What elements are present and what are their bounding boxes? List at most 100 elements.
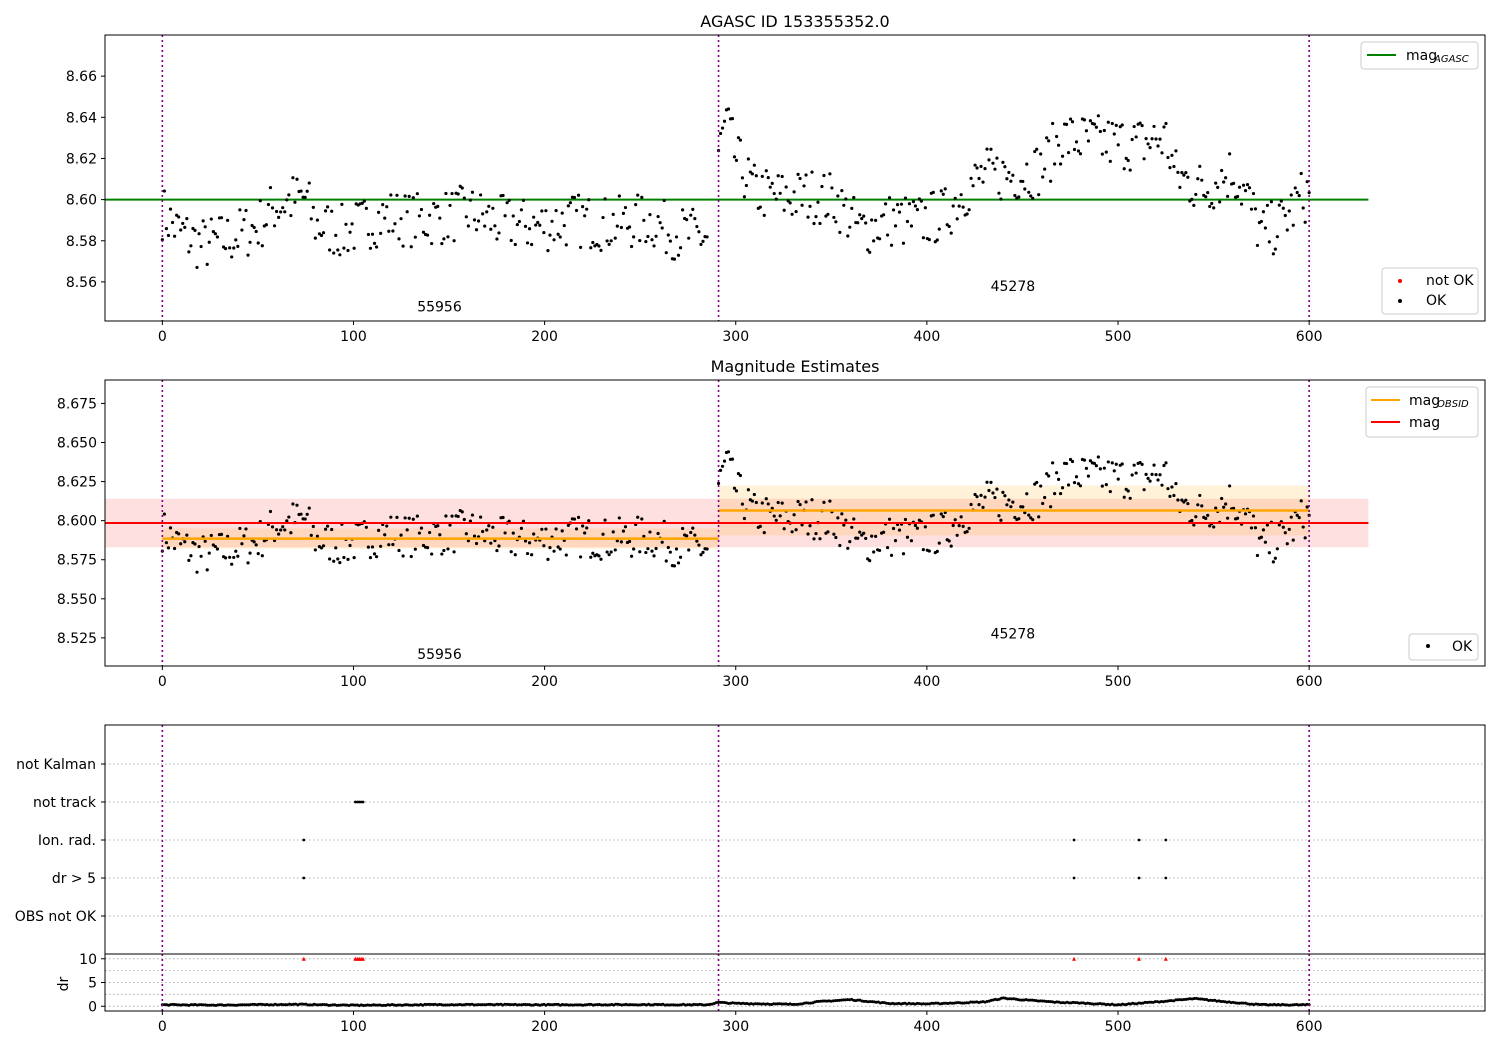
magnitude-point xyxy=(1200,178,1204,182)
magnitude-point xyxy=(374,555,379,559)
magnitude-point xyxy=(864,536,868,541)
magnitude-point xyxy=(1283,531,1287,535)
magnitude-point xyxy=(656,531,660,536)
magnitude-point xyxy=(1053,492,1057,496)
chart-title: AGASC ID 153355352.0 xyxy=(700,12,889,31)
magnitude-point xyxy=(750,172,754,176)
magnitude-point xyxy=(1142,157,1146,161)
magnitude-point xyxy=(1267,551,1271,555)
magnitude-point xyxy=(281,206,285,210)
magnitude-point xyxy=(540,527,544,531)
magnitude-point xyxy=(870,534,874,538)
magnitude-point xyxy=(246,253,250,257)
magnitude-point xyxy=(619,540,623,544)
magnitude-point xyxy=(1047,139,1051,143)
magnitude-point xyxy=(893,224,898,228)
magnitude-point xyxy=(495,237,499,241)
magnitude-point xyxy=(554,527,558,531)
magnitude-point xyxy=(1064,461,1069,466)
magnitude-point xyxy=(1204,516,1208,521)
magnitude-point xyxy=(804,173,808,177)
magnitude-point xyxy=(377,528,381,532)
magnitude-point xyxy=(848,540,852,544)
magnitude-point xyxy=(957,204,961,208)
magnitude-point xyxy=(1029,194,1033,198)
magnitude-point xyxy=(334,233,338,237)
magnitude-point xyxy=(1237,185,1242,189)
magnitude-point xyxy=(291,502,295,506)
magnitude-point xyxy=(1146,142,1150,146)
category-label: OBS not OK xyxy=(15,909,97,925)
dr-clipped-marker xyxy=(1163,956,1168,961)
magnitude-point xyxy=(576,515,581,519)
magnitude-point xyxy=(562,223,566,228)
magnitude-point xyxy=(774,197,778,201)
magnitude-point xyxy=(385,524,389,528)
magnitude-point xyxy=(891,208,896,212)
magnitude-point xyxy=(1168,494,1172,498)
category-label: not track xyxy=(33,795,97,811)
magnitude-point xyxy=(889,243,894,247)
magnitude-point xyxy=(1076,482,1081,486)
magnitude-point xyxy=(597,554,601,558)
x-tick-label: 600 xyxy=(1296,674,1323,690)
magnitude-point xyxy=(1220,168,1224,173)
magnitude-point xyxy=(536,220,540,225)
magnitude-point xyxy=(409,245,413,249)
magnitude-point xyxy=(893,538,898,543)
magnitude-point xyxy=(268,509,273,514)
y-tick-label: 8.525 xyxy=(57,631,97,647)
magnitude-point xyxy=(738,138,743,142)
legend-label: OK xyxy=(1426,293,1447,309)
magnitude-point xyxy=(1285,542,1289,546)
magnitude-point xyxy=(519,526,524,531)
magnitude-point xyxy=(927,549,931,553)
x-tick-label: 400 xyxy=(914,329,941,345)
magnitude-point xyxy=(701,239,705,243)
magnitude-point xyxy=(676,561,681,565)
flag-point xyxy=(1164,838,1168,842)
magnitude-point xyxy=(1078,152,1083,156)
magnitude-point xyxy=(248,551,252,555)
magnitude-point xyxy=(834,220,838,224)
axes-frame xyxy=(104,379,1486,667)
magnitude-point xyxy=(941,192,945,196)
magnitude-point xyxy=(287,193,291,197)
magnitude-point xyxy=(1194,515,1198,519)
magnitude-point xyxy=(965,530,969,534)
magnitude-point xyxy=(1206,513,1210,517)
magnitude-point xyxy=(1259,219,1264,224)
magnitude-point xyxy=(961,524,965,528)
category-label: dr > 5 xyxy=(52,871,96,887)
magnitude-point xyxy=(1043,495,1047,500)
magnitude-point xyxy=(1005,177,1009,181)
magnitude-point xyxy=(1138,121,1142,125)
magnitude-point xyxy=(283,528,287,532)
magnitude-point xyxy=(572,517,577,521)
magnitude-point xyxy=(464,532,468,536)
magnitude-point xyxy=(1212,525,1216,529)
x-tick-label: 400 xyxy=(914,674,941,690)
magnitude-point xyxy=(881,213,886,217)
magnitude-point xyxy=(548,233,552,237)
magnitude-point xyxy=(800,203,804,207)
magnitude-point xyxy=(185,533,189,537)
magnitude-point xyxy=(532,532,536,536)
magnitude-point xyxy=(1070,120,1075,124)
magnitude-point xyxy=(1174,149,1178,153)
magnitude-point xyxy=(599,248,603,253)
magnitude-point xyxy=(678,555,683,559)
magnitude-point xyxy=(1243,512,1248,516)
magnitude-point xyxy=(796,172,800,176)
magnitude-point xyxy=(1088,119,1093,123)
magnitude-point xyxy=(215,235,220,239)
magnitude-point xyxy=(401,244,405,248)
magnitude-point xyxy=(872,550,876,554)
magnitude-point xyxy=(207,240,211,244)
magnitude-point xyxy=(319,546,324,550)
dr-axis-label: dr xyxy=(56,976,72,991)
magnitude-point xyxy=(1263,540,1268,544)
magnitude-point xyxy=(452,239,456,243)
magnitude-point xyxy=(638,550,642,554)
magnitude-point xyxy=(1170,153,1174,157)
